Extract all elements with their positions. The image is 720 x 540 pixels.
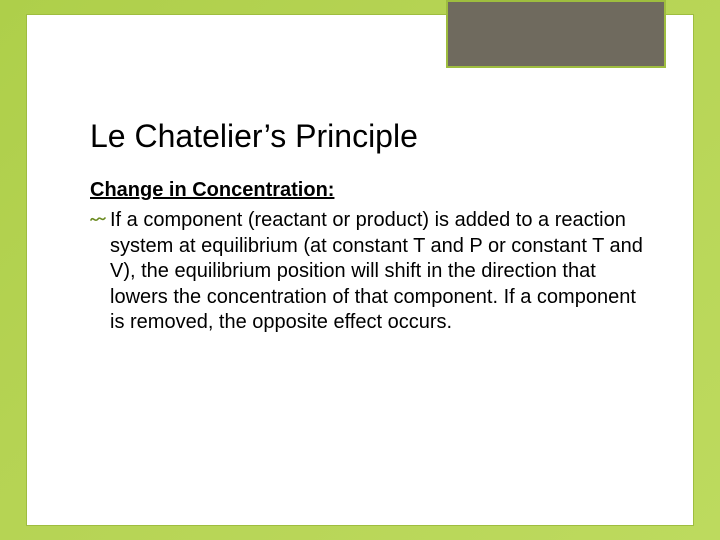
slide-title: Le Chatelier’s Principle — [90, 118, 650, 155]
corner-accent-box — [446, 0, 666, 68]
slide-background: Le Chatelier’s Principle Change in Conce… — [0, 0, 720, 540]
slide-content: Le Chatelier’s Principle Change in Conce… — [90, 118, 650, 336]
slide-body-text: If a component (reactant or product) is … — [110, 208, 650, 336]
squiggle-bullet-icon — [90, 214, 108, 224]
bullet-item: If a component (reactant or product) is … — [90, 208, 650, 336]
slide-subheading: Change in Concentration: — [90, 179, 650, 202]
